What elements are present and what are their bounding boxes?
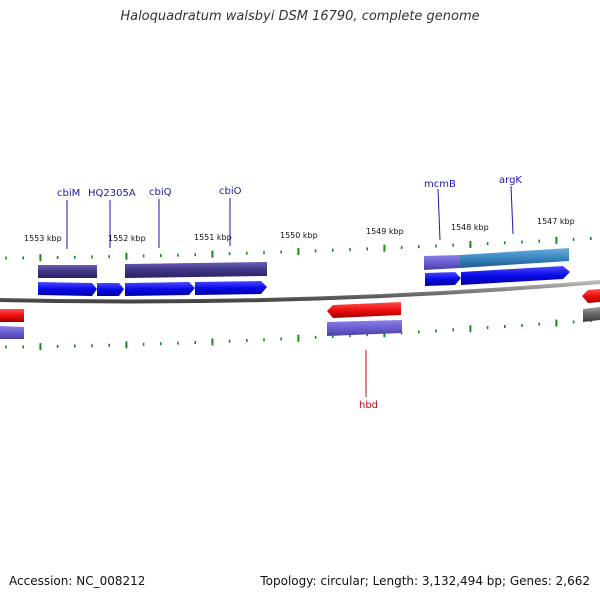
gene-label-cbiQ[interactable]: cbiQ xyxy=(149,187,172,198)
cog-bars-forward xyxy=(38,248,569,278)
gene-arrow-cbiO[interactable] xyxy=(195,281,267,295)
leader-argK xyxy=(510,185,514,235)
kbp-label-1549: 1549 kbp xyxy=(366,227,404,236)
tick-row-bottom xyxy=(5,319,592,351)
gene-labels: cbiM HQ2305A cbiQ cbiO mcmB argK hbd xyxy=(57,175,522,411)
cog-bar-hbd[interactable] xyxy=(327,320,402,336)
genome-summary-text: Topology: circular; Length: 3,132,494 bp… xyxy=(260,574,590,588)
cog-bar-right-partial[interactable] xyxy=(583,307,600,322)
gene-label-mcmB[interactable]: mcmB xyxy=(424,179,456,190)
gene-arrow-right-partial[interactable] xyxy=(582,289,600,303)
cog-bar-mcmB[interactable] xyxy=(424,255,460,270)
gene-arrow-left-partial[interactable] xyxy=(0,309,24,322)
gene-label-leaders xyxy=(66,185,514,397)
gene-label-argK[interactable]: argK xyxy=(499,175,522,186)
kbp-label-1550: 1550 kbp xyxy=(280,231,318,240)
cog-bar-cbiM[interactable] xyxy=(38,265,97,278)
kbp-label-1551: 1551 kbp xyxy=(194,233,232,242)
kbp-label-1552: 1552 kbp xyxy=(108,234,146,243)
gene-label-cbiM[interactable]: cbiM xyxy=(57,188,80,199)
kbp-label-1548: 1548 kbp xyxy=(451,223,489,232)
cog-bar-left-partial[interactable] xyxy=(0,326,24,339)
gene-arrow-mcmB[interactable] xyxy=(425,272,461,286)
genome-backbone xyxy=(0,280,600,304)
leader-mcmB xyxy=(437,188,441,241)
accession-text: Accession: NC_008212 xyxy=(9,574,146,588)
cog-bars-reverse xyxy=(0,307,600,339)
kbp-label-1547: 1547 kbp xyxy=(537,217,575,226)
gene-arrow-argK[interactable] xyxy=(461,266,570,285)
gene-arrow-cbiM[interactable] xyxy=(38,282,97,296)
cog-bar-cbiQ-cbiO[interactable] xyxy=(125,262,267,278)
kbp-label-1553: 1553 kbp xyxy=(24,234,62,243)
gene-label-hbd[interactable]: hbd xyxy=(359,400,378,411)
gene-label-HQ2305A[interactable]: HQ2305A xyxy=(88,188,136,199)
reverse-genes xyxy=(0,289,600,322)
gene-arrow-hbd[interactable] xyxy=(327,302,401,318)
cog-bar-argK[interactable] xyxy=(460,248,569,268)
gene-arrow-cbiQ[interactable] xyxy=(125,282,195,296)
gene-label-cbiO[interactable]: cbiO xyxy=(219,186,242,197)
genome-title: Haloquadratum walsbyi DSM 16790, complet… xyxy=(120,9,480,24)
kbp-label-group: 1553 kbp 1552 kbp 1551 kbp 1550 kbp 1549… xyxy=(24,217,575,243)
tick-row-top xyxy=(5,236,592,262)
gene-arrow-HQ2305A[interactable] xyxy=(97,283,124,296)
forward-genes xyxy=(38,266,570,296)
